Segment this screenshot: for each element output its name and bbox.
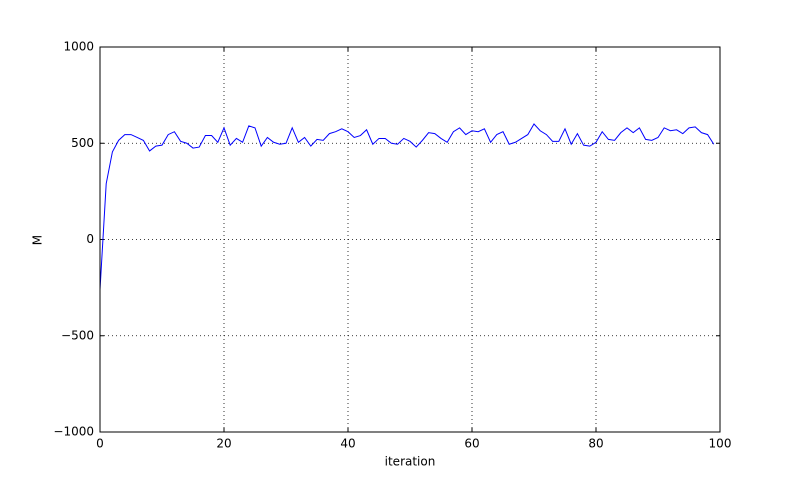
- y-tick-label: 1000: [63, 40, 94, 54]
- y-tick-label: −1000: [53, 425, 94, 439]
- y-tick-label: 500: [71, 136, 94, 150]
- y-tick-label: −500: [61, 328, 94, 342]
- x-tick-label: 40: [340, 437, 355, 451]
- x-tick-label: 100: [709, 437, 732, 451]
- y-tick-label: 0: [86, 232, 94, 246]
- x-tick-label: 20: [216, 437, 231, 451]
- plot-frame: [99, 46, 721, 433]
- y-axis-label: M: [31, 235, 45, 245]
- x-tick-label: 0: [96, 437, 104, 451]
- x-tick-label: 80: [588, 437, 603, 451]
- x-axis-label: iteration: [385, 455, 436, 469]
- x-tick-label: 60: [464, 437, 479, 451]
- data-line: [99, 123, 715, 290]
